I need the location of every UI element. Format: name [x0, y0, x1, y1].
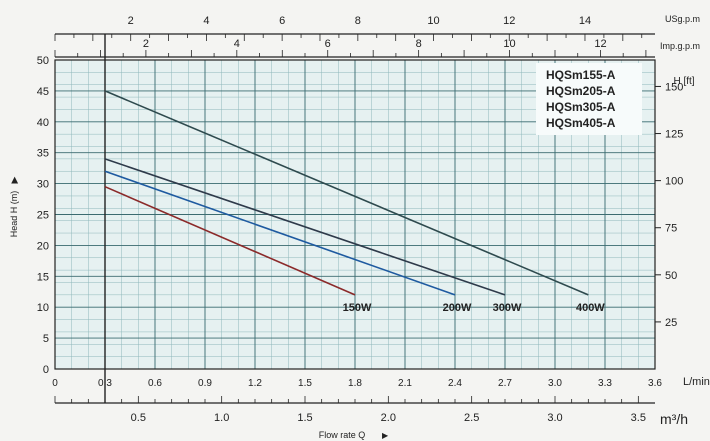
usgpm-tick-label: 4: [203, 15, 209, 27]
y-tick-label: 35: [37, 148, 49, 160]
svg-text:▶: ▶: [9, 176, 19, 183]
impgpm-tick-label: 8: [416, 38, 422, 50]
right-axis-label: H [ft]: [673, 76, 694, 87]
y-tick-label: 10: [37, 302, 49, 314]
legend-entry: HQSm155-A: [546, 68, 616, 82]
m3h-tick-label: 2.5: [464, 412, 479, 424]
impgpm-tick-label: 12: [594, 38, 606, 50]
series-group: 150W 200W 300W 400W: [104, 90, 605, 314]
impgpm-tick-label: 6: [325, 38, 331, 50]
right-tick-label: 25: [665, 317, 677, 329]
impgpm-unit-label: Imp.g.p.m: [660, 41, 700, 51]
bottom-axis-m3h: 0.5 1.0 1.5 2.0 2.5 3.0 3.5 m³/h: [54, 396, 688, 427]
svg-text:▶: ▶: [382, 431, 389, 440]
x-tick-label: 1.5: [298, 378, 312, 389]
plot-frame: [54, 59, 656, 370]
y-axis: 0 5 10 15 20 25 30 35 40 45 50: [37, 55, 49, 376]
y-tick-label: 30: [37, 179, 49, 191]
y-tick-label: 20: [37, 240, 49, 252]
y-tick-label: 0: [43, 364, 49, 376]
x-axis-label: Flow rate Q: [319, 430, 366, 440]
series-line-2: [104, 158, 506, 296]
usgpm-tick-label: 14: [579, 15, 591, 27]
usgpm-tick-label: 6: [279, 15, 285, 27]
legend: HQSm155-A HQSm205-A HQSm305-A HQSm405-A: [536, 63, 642, 135]
x-tick-label: 1.8: [348, 378, 362, 389]
m3h-tick-label: 1.0: [214, 412, 229, 424]
y-tick-label: 45: [37, 86, 49, 98]
usgpm-tick-label: 10: [427, 15, 439, 27]
x-tick-label: 0.6: [148, 378, 162, 389]
x-tick-label: 0: [52, 378, 58, 389]
legend-entry: HQSm305-A: [546, 100, 616, 114]
m3h-tick-label: 0.5: [131, 412, 146, 424]
usgpm-tick-label: 8: [355, 15, 361, 27]
x-axis-unit: L/min: [683, 376, 710, 388]
usgpm-tick-label: 12: [503, 15, 515, 27]
x-tick-label: 3.6: [648, 378, 662, 389]
m3h-tick-label: 3.5: [631, 412, 646, 424]
y-tick-label: 5: [43, 333, 49, 345]
x-tick-label: 0.3: [98, 378, 112, 389]
x-tick-label: 2.4: [448, 378, 462, 389]
top-axis-impgpm: 2 4 6 8 10 12 Imp.g.p.m: [54, 38, 700, 58]
x-tick-label: 3.3: [598, 378, 612, 389]
series-line-0: [104, 185, 356, 296]
m3h-tick-label: 3.0: [547, 412, 562, 424]
impgpm-tick-label: 2: [143, 38, 149, 50]
impgpm-tick-label: 10: [503, 38, 515, 50]
series-power-label: 200W: [443, 302, 472, 314]
usgpm-unit-label: USg.p.m: [665, 14, 700, 24]
y-tick-label: 50: [37, 55, 49, 67]
series-line-3: [104, 90, 589, 296]
legend-entry: HQSm205-A: [546, 84, 616, 98]
m3h-tick-label: 2.0: [381, 412, 396, 424]
right-axis-ft: 25 50 75 100 125 150: [655, 81, 683, 329]
usgpm-tick-label: 2: [128, 15, 134, 27]
x-tick-label: 2.7: [498, 378, 512, 389]
m3h-unit-label: m³/h: [660, 411, 688, 427]
series-power-label: 150W: [343, 302, 372, 314]
series-power-label: 400W: [576, 302, 605, 314]
right-tick-label: 125: [665, 129, 683, 141]
y-tick-label: 25: [37, 210, 49, 222]
top-axis-usgpm: 2 4 6 8 10 12 14 USg.p.m: [54, 14, 700, 41]
impgpm-tick-label: 4: [234, 38, 240, 50]
m3h-tick-label: 1.5: [297, 412, 312, 424]
series-line-1: [104, 170, 456, 296]
y-tick-label: 15: [37, 271, 49, 283]
x-tick-label: 1.2: [248, 378, 262, 389]
series-power-label: 300W: [493, 302, 522, 314]
legend-entry: HQSm405-A: [546, 116, 616, 130]
x-tick-label: 3.0: [548, 378, 562, 389]
x-axis: 0 0.3 0.6 0.9 1.2 1.5 1.8 2.1 2.4 2.7 3.0 3.3 3.6: [52, 378, 662, 389]
x-tick-label: 2.1: [398, 378, 412, 389]
right-tick-label: 100: [665, 176, 683, 188]
right-tick-label: 75: [665, 223, 677, 235]
y-tick-label: 40: [37, 117, 49, 129]
x-tick-label: 0.9: [198, 378, 212, 389]
right-tick-label: 50: [665, 270, 677, 282]
y-axis-label: Head H (m): [9, 191, 19, 238]
legend-box: [536, 63, 642, 135]
right-tick-label: 150: [665, 81, 683, 93]
